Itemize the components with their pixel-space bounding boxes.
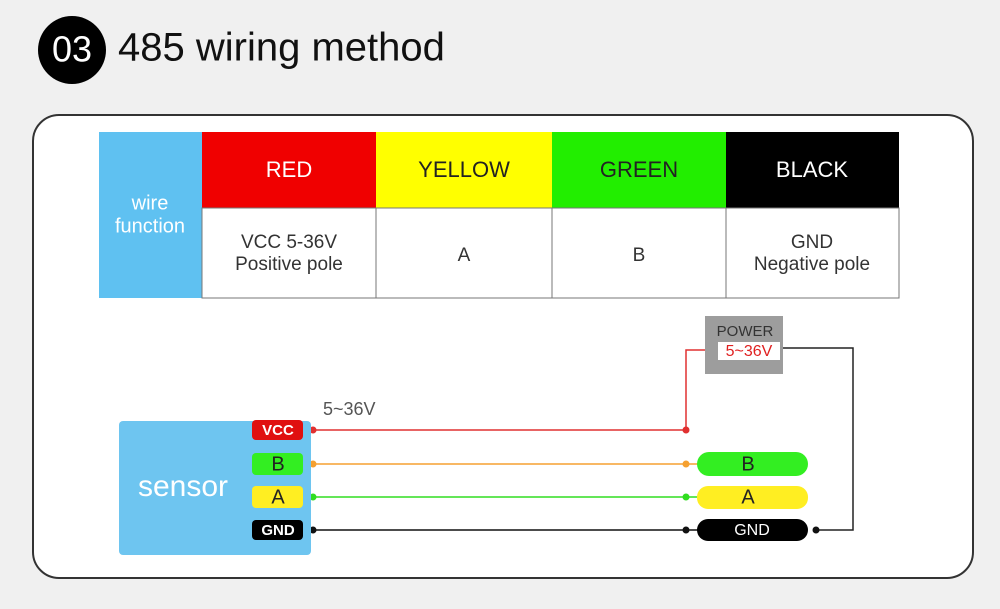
function: B bbox=[633, 245, 646, 266]
dot bbox=[309, 526, 317, 534]
wire-color: GREEN bbox=[600, 157, 678, 182]
label-cell bbox=[99, 132, 202, 298]
dot bbox=[309, 493, 317, 501]
wire-color: BLACK bbox=[776, 157, 848, 182]
power-label: POWER bbox=[717, 323, 774, 340]
function: A bbox=[458, 245, 471, 266]
label-line: wire bbox=[131, 192, 169, 214]
terminal-label: B bbox=[741, 453, 754, 475]
supply-label: 5~36V bbox=[323, 399, 376, 419]
pin-label: GND bbox=[261, 522, 295, 539]
function: GND bbox=[791, 232, 833, 253]
sensor-label: sensor bbox=[138, 470, 228, 503]
power-voltage: 5~36V bbox=[726, 343, 773, 360]
pin-label: B bbox=[271, 453, 284, 475]
function: Positive pole bbox=[235, 254, 343, 275]
dot bbox=[682, 526, 690, 534]
header-cell bbox=[552, 132, 726, 208]
body-cell bbox=[725, 207, 900, 299]
wire bbox=[783, 347, 854, 531]
dot bbox=[682, 460, 690, 468]
pin bbox=[252, 520, 303, 540]
pin-label: VCC bbox=[262, 422, 294, 439]
dot bbox=[682, 426, 690, 434]
header-cell bbox=[376, 132, 552, 208]
number-badge bbox=[38, 16, 106, 84]
body-cells bbox=[201, 207, 900, 299]
section-number: 03 bbox=[52, 29, 92, 70]
wire-color: YELLOW bbox=[418, 157, 510, 182]
pin bbox=[252, 486, 303, 508]
dot bbox=[309, 426, 317, 434]
voltage-bg bbox=[718, 342, 780, 360]
dot bbox=[309, 460, 317, 468]
section-title: 485 wiring method bbox=[118, 26, 445, 70]
wire-color: RED bbox=[266, 157, 312, 182]
terminal bbox=[697, 452, 808, 476]
terminal bbox=[697, 519, 808, 541]
pin-label: A bbox=[271, 486, 285, 508]
header-cell bbox=[726, 132, 899, 208]
pin bbox=[252, 420, 303, 440]
terminal-label: GND bbox=[734, 522, 770, 539]
dot bbox=[812, 526, 820, 534]
dot bbox=[682, 493, 690, 501]
body-cell bbox=[551, 207, 727, 299]
function: VCC 5-36V bbox=[241, 232, 337, 253]
terminal bbox=[697, 486, 808, 509]
pin bbox=[252, 453, 303, 475]
header-cell bbox=[202, 132, 376, 208]
body-cell bbox=[201, 207, 377, 299]
terminal-label: A bbox=[741, 486, 755, 508]
function: Negative pole bbox=[754, 254, 870, 275]
label-line: function bbox=[115, 215, 185, 237]
